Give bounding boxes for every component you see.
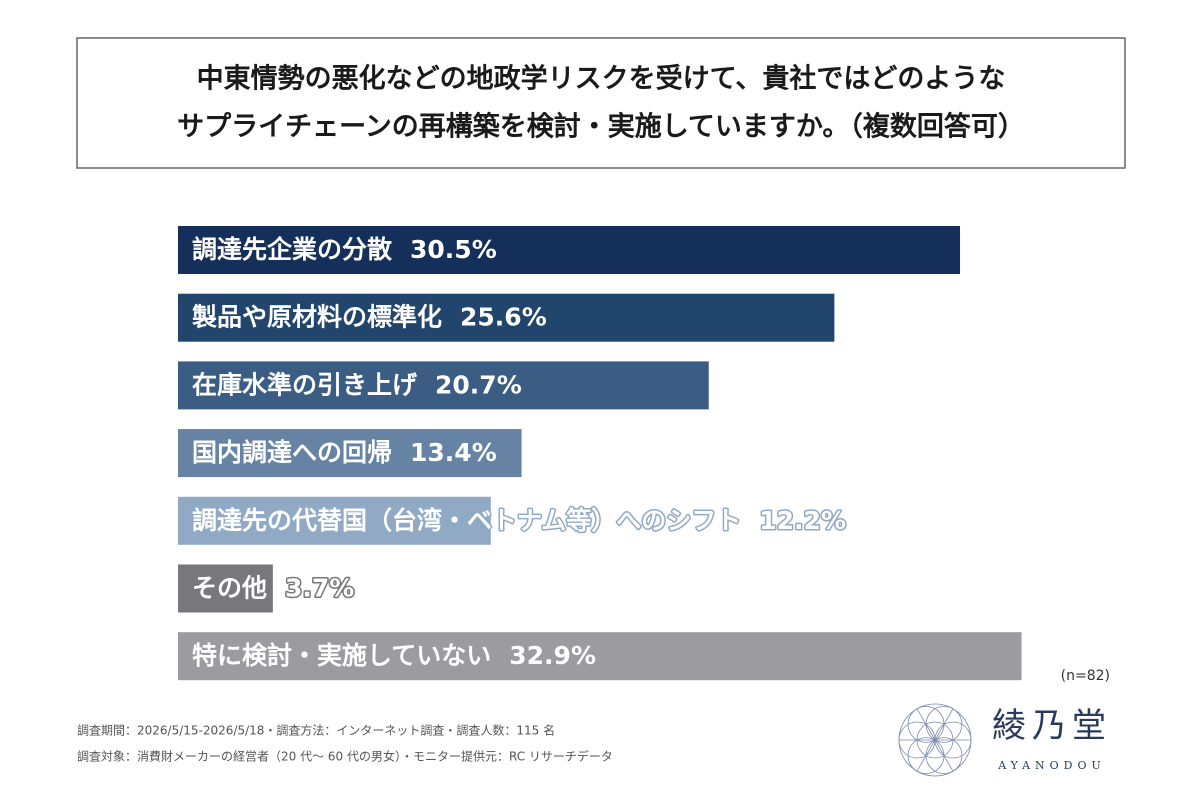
title-box — [76, 37, 1126, 169]
value-label: 3.7% — [285, 574, 354, 603]
bar — [178, 293, 835, 342]
bar — [178, 632, 1022, 681]
value-label: 32.9% — [509, 641, 596, 670]
bar-label: 製品や原材料の標準化 — [191, 303, 442, 332]
value-label: 13.4% — [410, 438, 497, 467]
bar-label: 調達先の代替国（台湾・ベトナム等）へのシフト — [192, 506, 741, 535]
bar — [178, 564, 273, 613]
bar-label: その他 — [192, 574, 267, 603]
bar-label: 特に検討・実施していない — [192, 641, 491, 670]
footnote: 調査対象：消費財メーカーの経営者（20 代～ 60 代の男女）・モニター提供元：… — [77, 749, 613, 764]
bars: 調達先企業の分散 30.5% 製品や原材料の標準化 25.6% 在庫水準の引き上げ 20.… — [178, 226, 1022, 681]
bar — [178, 361, 709, 410]
sample-size: (n=82) — [1061, 668, 1110, 684]
value-label: 25.6% — [460, 303, 547, 332]
value-label: 12.2% — [759, 506, 846, 535]
chart-title: 中東情勢の悪化などの地政学リスクを受けて、貴社ではどのような — [197, 63, 1006, 95]
bar-label: 在庫水準の引き上げ — [192, 370, 418, 399]
bar — [178, 496, 491, 545]
bar — [178, 429, 522, 478]
logo-text: 綾乃堂 — [992, 706, 1112, 746]
bar — [178, 226, 961, 274]
value-label: 20.7% — [435, 370, 522, 399]
logo-subtext: AYANODOU — [997, 759, 1106, 772]
logo-icon — [898, 703, 972, 777]
footnote: 調査期間：2026/5/15-2026/5/18・調査方法：インターネット調査・… — [77, 723, 555, 738]
bar-label: 国内調達への回帰 — [192, 438, 392, 467]
chart-title: サプライチェーンの再構築を検討・実施していますか。（複数回答可） — [177, 111, 1025, 143]
value-label: 30.5% — [410, 235, 497, 264]
bar-label: 調達先企業の分散 — [192, 235, 392, 264]
